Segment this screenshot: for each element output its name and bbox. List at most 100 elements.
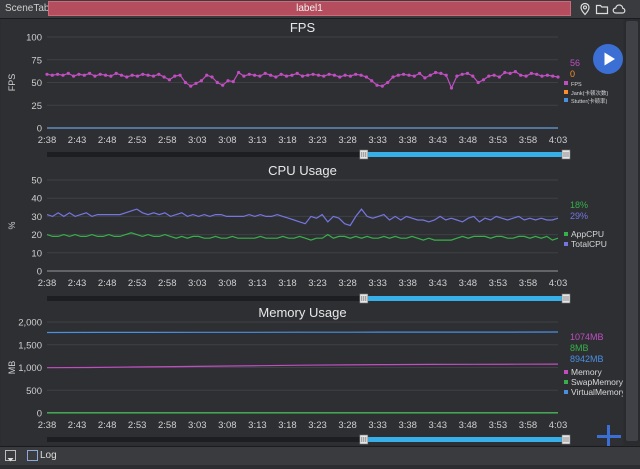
- fps-data-point: [130, 73, 134, 77]
- fps-current-value: 0: [570, 69, 575, 79]
- fps-x-tick-label: 3:03: [188, 135, 207, 146]
- fps-x-tick-label: 3:43: [429, 135, 448, 146]
- cpu-x-tick-label: 2:38: [38, 278, 57, 289]
- cpu-x-tick-label: 3:23: [308, 278, 327, 289]
- folder-icon[interactable]: [595, 2, 609, 16]
- fps-data-point: [189, 84, 193, 88]
- label-bar[interactable]: label1: [48, 1, 571, 16]
- fps-range-scrollbar-track[interactable]: [47, 152, 566, 157]
- mem-y-tick-label: 1,000: [18, 363, 42, 374]
- fps-data-point: [295, 71, 299, 75]
- cpu-x-tick-label: 2:58: [158, 278, 177, 289]
- log-label: Log: [40, 450, 57, 461]
- cpu-y-tick-label: 30: [31, 212, 42, 223]
- fps-data-point: [237, 70, 241, 75]
- plus-icon[interactable]: [595, 423, 623, 451]
- fps-x-tick-label: 2:53: [128, 135, 147, 146]
- cpu-series-line-appcpu: [46, 232, 559, 241]
- fps-data-point: [540, 74, 544, 78]
- fps-data-point: [423, 76, 427, 80]
- mem-y-tick-label: 2,000: [18, 318, 42, 329]
- vertical-scrollbar[interactable]: [624, 19, 640, 445]
- fps-data-point: [556, 75, 560, 79]
- cpu-current-value: 29%: [570, 211, 588, 221]
- fps-data-point: [263, 71, 267, 75]
- fps-data-point: [503, 70, 507, 75]
- mem-chart-title: Memory Usage: [258, 305, 346, 320]
- cloud-icon[interactable]: [612, 2, 626, 16]
- fps-data-point: [545, 73, 550, 77]
- fps-data-point: [391, 75, 395, 79]
- fps-chart-title: FPS: [290, 20, 316, 35]
- fps-data-point: [284, 74, 289, 78]
- fps-data-point: [551, 74, 555, 78]
- fps-data-point: [242, 74, 246, 78]
- fps-y-tick-label: 50: [31, 78, 42, 89]
- mem-range-scrollbar-track[interactable]: [47, 437, 566, 442]
- mem-range-scrollbar-thumb[interactable]: [363, 437, 566, 442]
- cpu-y-axis-label: %: [7, 221, 17, 229]
- fps-data-point: [199, 79, 203, 83]
- log-checkbox[interactable]: [27, 450, 38, 461]
- mem-x-tick-label: 3:58: [519, 420, 538, 431]
- fps-data-point: [50, 73, 54, 77]
- fps-data-point: [178, 73, 182, 77]
- fps-data-point: [205, 73, 209, 77]
- fps-data-point: [359, 73, 363, 77]
- fps-data-point: [306, 73, 310, 77]
- fps-data-point: [66, 71, 70, 75]
- cpu-y-tick-label: 0: [37, 267, 42, 278]
- mem-current-value: 8MB: [570, 343, 589, 353]
- fps-x-tick-label: 3:08: [218, 135, 237, 146]
- fps-x-tick-label: 3:38: [398, 135, 417, 146]
- log-dropdown[interactable]: [5, 450, 16, 462]
- cpu-series-line-totalcpu: [46, 208, 559, 227]
- cpu-x-tick-label: 3:58: [519, 278, 538, 289]
- fps-data-point: [98, 72, 102, 76]
- cpu-range-scrollbar-track[interactable]: [47, 296, 566, 301]
- fps-range-scrollbar-thumb[interactable]: [363, 152, 566, 157]
- play-button[interactable]: [593, 44, 623, 74]
- fps-legend-label: FPS: [571, 82, 582, 88]
- fps-x-tick-label: 2:38: [38, 135, 57, 146]
- cpu-legend-label: TotalCPU: [571, 239, 607, 249]
- cpu-x-tick-label: 3:18: [278, 278, 297, 289]
- cpu-x-tick-label: 3:13: [248, 278, 267, 289]
- fps-data-point: [162, 75, 166, 79]
- fps-data-point: [194, 81, 198, 85]
- fps-data-point: [258, 74, 262, 78]
- fps-data-point: [380, 84, 384, 88]
- fps-data-point: [449, 86, 454, 90]
- cpu-legend-swatch: [564, 242, 568, 246]
- location-pin-icon[interactable]: [578, 2, 592, 16]
- fps-data-point: [300, 74, 305, 78]
- fps-data-point: [93, 74, 97, 78]
- scene-tab[interactable]: SceneTab: [5, 3, 50, 14]
- mem-x-tick-label: 2:48: [98, 420, 117, 431]
- fps-x-tick-label: 3:23: [308, 135, 327, 146]
- mem-x-tick-label: 3:43: [429, 420, 448, 431]
- mem-y-tick-label: 500: [26, 386, 42, 397]
- fps-data-point: [141, 72, 145, 76]
- fps-data-point: [348, 74, 352, 78]
- mem-x-tick-label: 2:38: [38, 420, 57, 431]
- mem-x-tick-label: 3:03: [188, 420, 207, 431]
- fps-x-tick-label: 3:13: [248, 135, 267, 146]
- cpu-range-scrollbar-thumb[interactable]: [363, 296, 566, 301]
- fps-data-point: [444, 73, 448, 77]
- mem-legend-swatch: [564, 380, 568, 384]
- fps-data-point: [332, 73, 336, 77]
- fps-data-point: [210, 75, 214, 79]
- fps-data-point: [77, 72, 81, 76]
- fps-legend-label: Jank(卡顿次数): [571, 89, 608, 97]
- fps-x-tick-label: 3:28: [338, 135, 357, 146]
- fps-data-point: [396, 73, 400, 77]
- cpu-y-tick-label: 50: [31, 176, 42, 187]
- scrollbar-thumb[interactable]: [626, 21, 638, 441]
- mem-legend-label: Memory: [571, 367, 602, 377]
- cpu-x-tick-label: 3:03: [188, 278, 207, 289]
- mem-current-value: 1074MB: [570, 332, 604, 342]
- mem-x-tick-label: 3:08: [218, 420, 237, 431]
- mem-x-tick-label: 2:58: [158, 420, 177, 431]
- fps-data-point: [82, 73, 86, 77]
